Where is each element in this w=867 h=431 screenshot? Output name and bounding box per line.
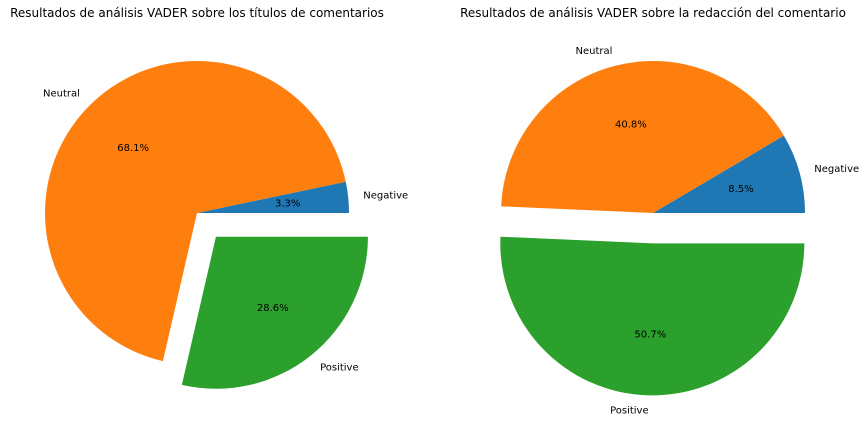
pie-slice-negative xyxy=(197,181,349,213)
pie-percent-label: 50.7% xyxy=(634,330,666,341)
pie-slice-positive xyxy=(500,236,805,396)
pie-slice-neutral xyxy=(501,61,784,213)
pie-category-label: Negative xyxy=(363,191,408,202)
pie-slice-negative xyxy=(653,135,805,213)
pie-category-label: Neutral xyxy=(43,89,80,100)
pie-percent-label: 3.3% xyxy=(275,199,300,210)
pie-category-label: Negative xyxy=(814,164,859,175)
pie-category-label: Positive xyxy=(610,406,649,417)
pie-percent-label: 8.5% xyxy=(728,184,753,195)
pie-slice-positive xyxy=(181,236,368,389)
pie-category-label: Neutral xyxy=(576,46,613,57)
pie-percent-label: 68.1% xyxy=(117,143,149,154)
pie-percent-label: 28.6% xyxy=(257,303,289,314)
chart-title-right: Resultados de análisis VADER sobre la re… xyxy=(460,6,846,20)
chart-title-left: Resultados de análisis VADER sobre los t… xyxy=(10,6,384,20)
pie-category-label: Positive xyxy=(320,363,359,374)
pie-percent-label: 40.8% xyxy=(615,120,647,131)
pie-slice-neutral xyxy=(44,60,346,362)
